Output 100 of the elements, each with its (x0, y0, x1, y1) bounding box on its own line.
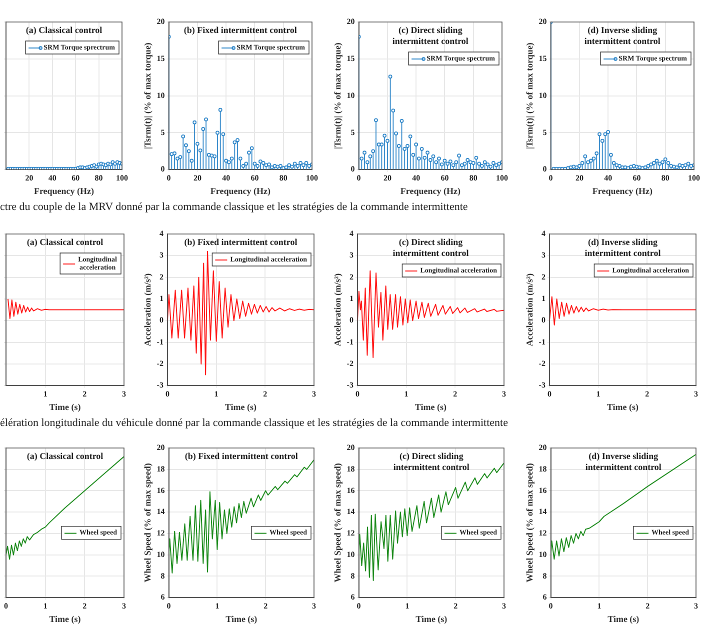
x-tick-label: 3 (122, 389, 126, 398)
x-tick-label: 40 (604, 173, 612, 182)
text: (c) Direct sliding intermittent control (392, 236, 470, 258)
x-tick-label: 2 (645, 389, 650, 398)
y-tick-label: 3 (159, 250, 164, 260)
y-tick-label: 8 (542, 571, 547, 580)
text: ctre du couple de la MRV donné par la commande classique et les stratégies de la commande intermittente (0, 201, 468, 213)
x-tick-label: 0 (356, 601, 361, 610)
y-tick-label: 8 (160, 571, 165, 580)
y-tick-label: 1 (541, 294, 546, 304)
y-tick-label: 0 (350, 164, 355, 174)
y-tick-label: -1 (156, 337, 164, 346)
x-tick-label: 100 (116, 173, 128, 182)
y-tick-label: 1 (159, 294, 164, 304)
y-tick-label: -2 (538, 359, 546, 368)
x-tick-label: 0 (4, 601, 8, 610)
y-tick-label: 20 (346, 17, 355, 26)
y-tick-label: 15 (346, 54, 355, 63)
y-tick-label: 18 (156, 464, 165, 474)
y-tick-label: 12 (346, 528, 355, 538)
x-tick-label: 80 (661, 173, 670, 182)
y-tick-label: 10 (538, 550, 547, 559)
x-axis-title: Time (s) (416, 614, 448, 624)
text: (d) Inverse sliding intermittent control (585, 450, 662, 472)
chart-title: (a) Classical control (26, 24, 103, 35)
x-tick-label: 20 (383, 173, 392, 182)
x-tick-label: 3 (694, 601, 698, 610)
x-tick-label: 3 (312, 601, 316, 610)
x-tick-label: 2 (264, 601, 268, 610)
y-axis-title: Wheel Speed (% of max speed) (142, 463, 153, 582)
chart-title: (b) Fixed intermittent control (184, 236, 298, 247)
x-tick-label: 0 (166, 173, 171, 182)
y-tick-label: 16 (346, 486, 355, 495)
y-axis-title: |Tsrm(t)| (% of max torque) (332, 42, 343, 150)
x-tick-label: 1 (215, 601, 220, 610)
y-axis-title: Acceleration (m/s²) (142, 273, 153, 346)
y-tick-label: 2 (541, 272, 546, 282)
x-tick-label: 3 (694, 389, 698, 398)
y-tick-label: 10 (156, 550, 165, 559)
x-axis-title: Frequency (Hz) (210, 186, 270, 196)
x-axis-title: Time (s) (414, 402, 447, 412)
y-tick-label: 10 (538, 90, 547, 100)
y-tick-label: -3 (538, 380, 546, 390)
x-tick-label: 100 (688, 173, 700, 182)
x-tick-label: 80 (279, 173, 288, 182)
y-tick-label: 15 (538, 54, 547, 63)
y-axis-title: Acceleration (m/s²) (524, 273, 535, 346)
x-tick-label: 2 (454, 601, 458, 610)
y-axis-title: Acceleration (m/s²) (332, 273, 343, 346)
y-tick-label: -2 (346, 359, 354, 368)
x-tick-label: 1 (214, 389, 218, 398)
y-axis-title: |Tsrm(t)| (% of max torque) (524, 42, 535, 150)
y-tick-label: 0 (159, 316, 164, 325)
x-tick-label: 0 (166, 601, 171, 610)
x-tick-label: 1 (43, 389, 48, 398)
y-tick-label: 20 (156, 17, 165, 26)
x-tick-label: 20 (575, 173, 584, 182)
x-tick-label: 3 (502, 389, 506, 398)
y-tick-label: 4 (349, 229, 354, 238)
y-axis-title: Wheel Speed (% of max speed) (524, 463, 535, 582)
y-tick-label: 5 (350, 128, 355, 137)
x-tick-label: 0 (548, 601, 553, 610)
chart-title: (b) Fixed intermittent control (184, 24, 298, 35)
x-tick-label: 3 (122, 601, 126, 610)
text: (c) Direct sliding intermittent control (393, 450, 470, 472)
y-tick-label: 3 (349, 250, 354, 260)
y-axis-title: |Tsrm(t)| (% of max torque) (142, 42, 153, 150)
x-tick-label: 40 (222, 173, 230, 182)
x-tick-label: 100 (306, 173, 318, 182)
x-axis-title: Frequency (Hz) (592, 186, 652, 196)
y-tick-label: 6 (350, 592, 355, 602)
x-tick-label: 1 (597, 601, 602, 610)
chart-title: (a) Classical control (26, 236, 104, 247)
x-tick-label: 60 (632, 173, 641, 182)
y-tick-label: 8 (350, 571, 355, 580)
y-tick-label: 20 (538, 443, 547, 452)
x-tick-label: 100 (496, 173, 508, 182)
text: élération longitudinale du véhicule donné par la commande classique et les stratégies de la commande intermittente (0, 417, 508, 429)
y-tick-label: -3 (156, 380, 164, 390)
x-tick-label: 1 (596, 389, 600, 398)
x-tick-label: 1 (404, 389, 408, 398)
y-tick-label: 14 (538, 507, 547, 516)
x-tick-label: 60 (250, 173, 259, 182)
y-tick-label: 5 (160, 128, 165, 137)
y-tick-label: 0 (160, 164, 165, 174)
x-axis-title: Time (s) (226, 614, 258, 624)
y-tick-label: 20 (538, 17, 547, 26)
x-tick-label: 3 (312, 389, 316, 398)
y-tick-label: -3 (346, 380, 354, 390)
x-axis-title: Time (s) (224, 402, 257, 412)
x-tick-label: 2 (82, 601, 87, 610)
y-tick-label: 5 (542, 128, 547, 137)
x-tick-label: 40 (48, 173, 56, 182)
x-tick-label: 1 (43, 601, 48, 610)
y-tick-label: 20 (156, 443, 165, 452)
x-axis-title: Time (s) (49, 614, 81, 624)
y-tick-label: 4 (159, 229, 164, 238)
x-axis-title: Frequency (Hz) (400, 186, 460, 196)
x-tick-label: 80 (469, 173, 478, 182)
x-tick-label: 20 (25, 173, 34, 182)
